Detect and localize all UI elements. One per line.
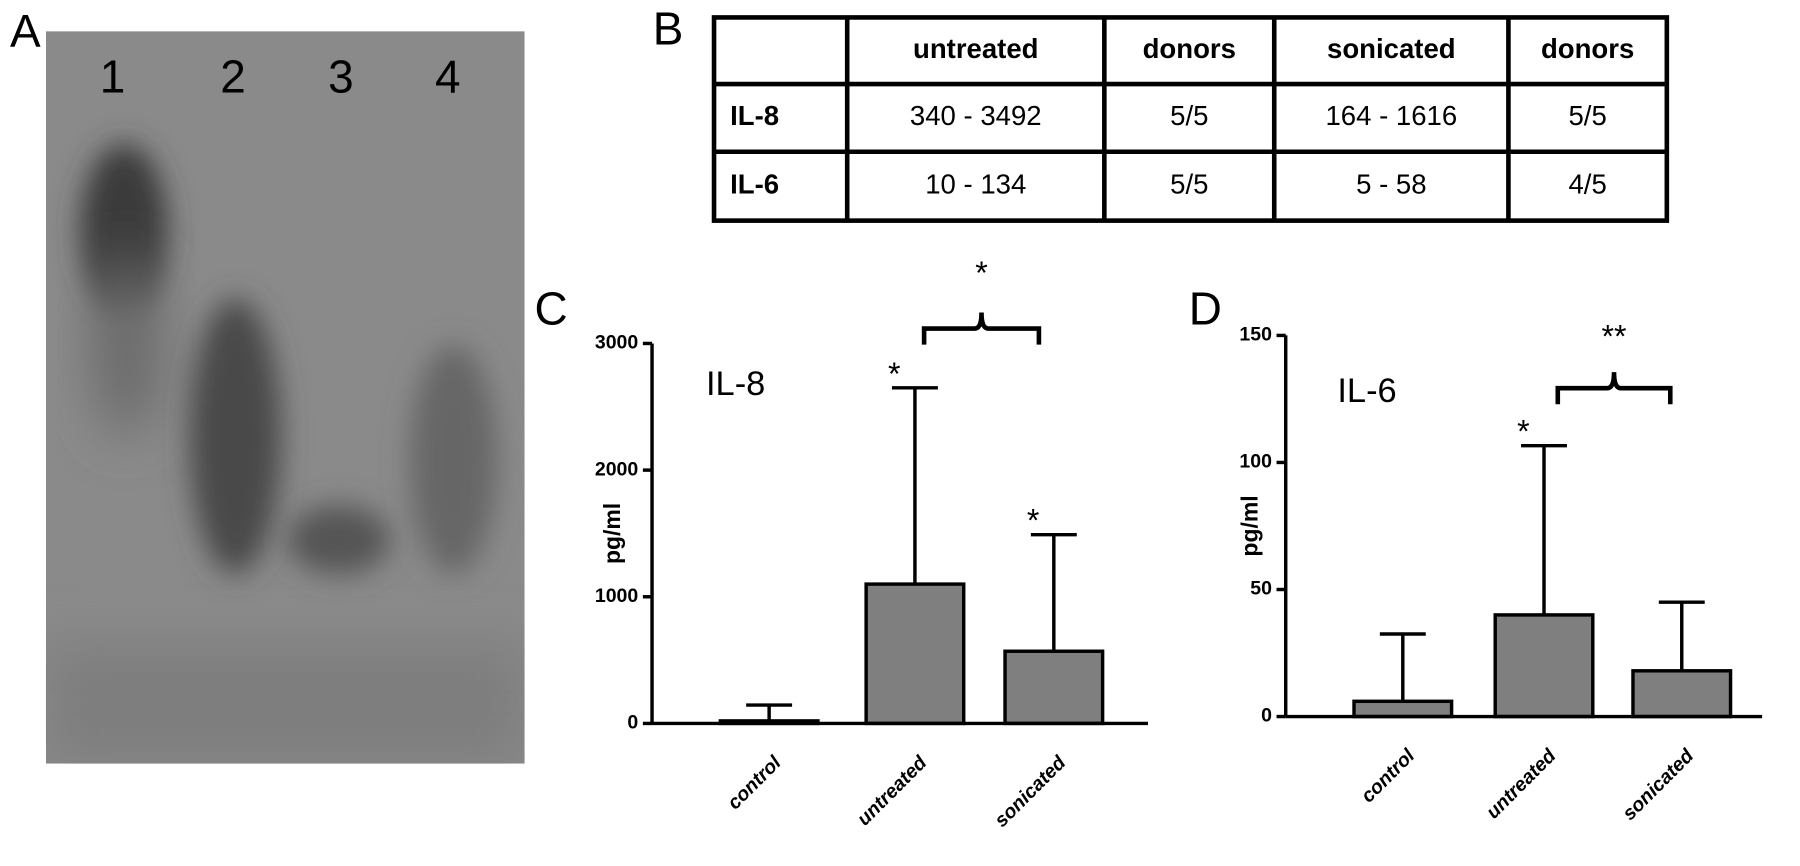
panel-label: A: [10, 5, 41, 57]
x-tick-label: sonicated: [1618, 744, 1699, 825]
y-tick-label: 2000: [595, 458, 639, 480]
y-tick-label: 0: [627, 712, 638, 734]
significance-bracket: [1555, 372, 1673, 405]
table-header: donors: [1143, 33, 1236, 64]
significance-label: *: [1517, 414, 1530, 450]
significance-bracket: [921, 312, 1042, 345]
x-tick-label: control: [723, 751, 786, 814]
lane-label: 4: [435, 51, 461, 103]
bracket-label: **: [1602, 318, 1627, 354]
table-cell: 164 - 1616: [1325, 100, 1457, 131]
table-header: sonicated: [1327, 33, 1456, 64]
gel-image: [45, 31, 525, 764]
table-cell: 10 - 134: [925, 168, 1026, 199]
x-tick-label: control: [1357, 745, 1420, 808]
table-header: donors: [1541, 33, 1634, 64]
table-cell: 5/5: [1170, 168, 1208, 199]
x-tick-label: untreated: [853, 751, 932, 830]
bar: [1493, 613, 1595, 719]
y-tick-label: 150: [1239, 324, 1272, 346]
y-tick-label: 1000: [595, 585, 639, 607]
y-tick-label: 50: [1250, 578, 1272, 600]
y-axis-label: pg/ml: [599, 503, 625, 564]
bracket-label: *: [975, 255, 988, 291]
panel-label: C: [534, 283, 567, 335]
significance-label: *: [1027, 503, 1040, 539]
panel-label: D: [1189, 283, 1222, 335]
panel-label: B: [653, 2, 684, 54]
table-grid: [711, 15, 1670, 223]
row-label: IL-6: [730, 168, 779, 199]
table-cell: 340 - 3492: [910, 100, 1042, 131]
bar: [1352, 699, 1454, 719]
y-tick-label: 0: [1261, 705, 1272, 727]
inset-label: IL-6: [1337, 372, 1396, 410]
x-tick-label: untreated: [1482, 744, 1561, 823]
table: untreated donors sonicated donors IL-8 340 - …: [730, 33, 1634, 199]
inset-label: IL-8: [706, 365, 765, 403]
table-cell: 5/5: [1170, 100, 1208, 131]
y-tick-label: 100: [1239, 451, 1272, 473]
bar-chart: 0 50 100 150 pg/ml IL-6 control * untreated sonic…: [1236, 318, 1763, 825]
row-label: IL-8: [730, 100, 779, 131]
table-header: untreated: [913, 33, 1039, 64]
bar-chart: 0 1000 2000 3000 pg/ml IL-8 control * untreated *…: [595, 255, 1148, 832]
lane-label: 1: [100, 51, 126, 103]
x-tick-label: sonicated: [990, 751, 1071, 832]
lane-label: 3: [328, 51, 354, 103]
bar: [1631, 669, 1733, 719]
table-cell: 5/5: [1568, 100, 1606, 131]
y-axis-label: pg/ml: [1236, 495, 1262, 556]
lane-label: 2: [220, 51, 246, 103]
bar: [864, 582, 966, 726]
table-cell: 5 - 58: [1356, 168, 1426, 199]
y-tick-label: 3000: [595, 332, 639, 354]
significance-label: *: [888, 356, 901, 392]
table-cell: 4/5: [1568, 168, 1606, 199]
bar: [1003, 649, 1105, 726]
